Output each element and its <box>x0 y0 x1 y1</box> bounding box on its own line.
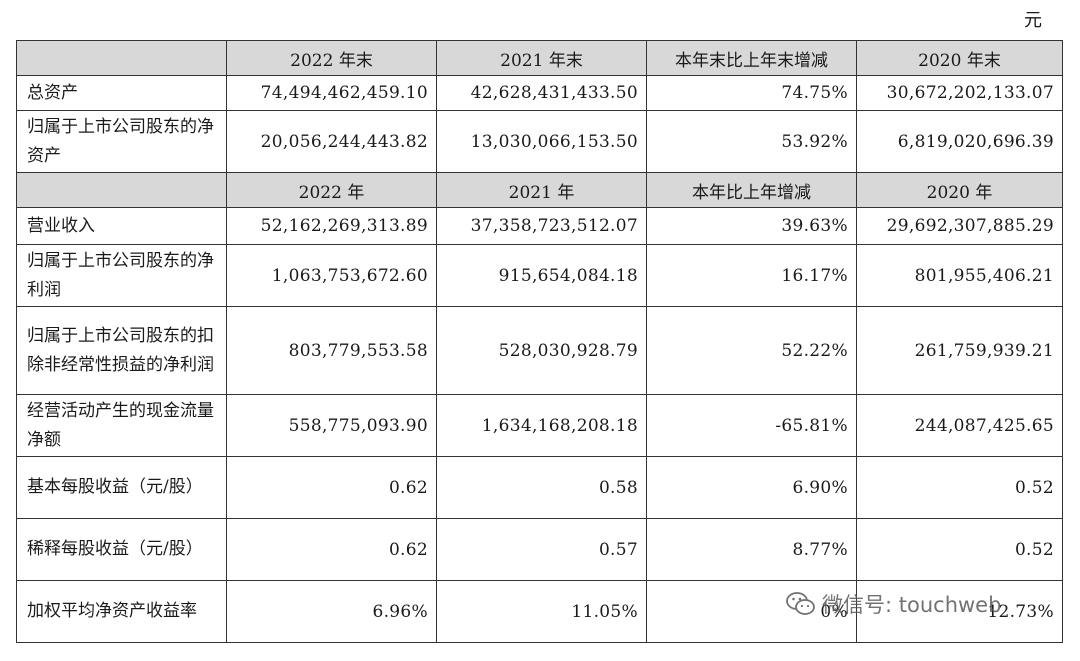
header-cell-2021: 2021 年 <box>436 172 647 208</box>
cell-2022: 20,056,244,443.82 <box>226 110 437 173</box>
cell-2020: 29,692,307,885.29 <box>856 207 1063 245</box>
cell-2021: 37,358,723,512.07 <box>436 207 647 245</box>
table-row-total-assets: 总资产 74,494,462,459.10 42,628,431,433.50 … <box>16 75 1063 111</box>
row-label: 加权平均净资产收益率 <box>16 580 227 643</box>
cell-2022: 1,063,753,672.60 <box>226 244 437 307</box>
table-row-net-profit: 归属于上市公司股东的净利润 1,063,753,672.60 915,654,0… <box>16 244 1063 307</box>
header-cell-2020: 2020 年 <box>856 172 1063 208</box>
cell-2022: 52,162,269,313.89 <box>226 207 437 245</box>
cell-2020: 0.52 <box>856 518 1063 581</box>
table-row-diluted-eps: 稀释每股收益（元/股） 0.62 0.57 8.77% 0.52 <box>16 518 1063 581</box>
cell-change: 39.63% <box>646 207 857 245</box>
cell-2020: 801,955,406.21 <box>856 244 1063 307</box>
cell-2021: 915,654,084.18 <box>436 244 647 307</box>
row-label: 归属于上市公司股东的净资产 <box>16 110 227 173</box>
cell-change: 74.75% <box>646 75 857 111</box>
cell-2020: 0.52 <box>856 456 1063 519</box>
table-row-revenue: 营业收入 52,162,269,313.89 37,358,723,512.07… <box>16 207 1063 245</box>
cell-2021: 13,030,066,153.50 <box>436 110 647 173</box>
row-label: 归属于上市公司股东的净利润 <box>16 244 227 307</box>
row-label: 归属于上市公司股东的扣除非经常性损益的净利润 <box>16 306 227 395</box>
table-row-net-assets: 归属于上市公司股东的净资产 20,056,244,443.82 13,030,0… <box>16 110 1063 173</box>
header-row-year-end: 2022 年末 2021 年末 本年末比上年末增减 2020 年末 <box>16 40 1063 76</box>
cell-2021: 0.58 <box>436 456 647 519</box>
row-label: 经营活动产生的现金流量净额 <box>16 394 227 457</box>
header-cell-2020-end: 2020 年末 <box>856 40 1063 76</box>
cell-2021: 528,030,928.79 <box>436 306 647 395</box>
cell-2020: 6,819,020,696.39 <box>856 110 1063 173</box>
cell-2021: 11.05% <box>436 580 647 643</box>
header-cell-change-end: 本年末比上年末增减 <box>646 40 857 76</box>
table-row-basic-eps: 基本每股收益（元/股） 0.62 0.58 6.90% 0.52 <box>16 456 1063 519</box>
watermark: 微信号: touchweb <box>786 589 1001 619</box>
cell-2020: 30,672,202,133.07 <box>856 75 1063 111</box>
table-row-adjusted-net-profit: 归属于上市公司股东的扣除非经常性损益的净利润 803,779,553.58 52… <box>16 306 1063 395</box>
unit-label: 元 <box>1024 10 1042 31</box>
cell-2022: 0.62 <box>226 518 437 581</box>
cell-2021: 1,634,168,208.18 <box>436 394 647 457</box>
header-cell-2022-end: 2022 年末 <box>226 40 437 76</box>
table-row-operating-cash-flow: 经营活动产生的现金流量净额 558,775,093.90 1,634,168,2… <box>16 394 1063 457</box>
cell-change: 52.22% <box>646 306 857 395</box>
wechat-icon <box>786 592 815 615</box>
cell-change: 53.92% <box>646 110 857 173</box>
cell-2022: 6.96% <box>226 580 437 643</box>
cell-2020: 244,087,425.65 <box>856 394 1063 457</box>
header-cell-blank <box>16 172 227 208</box>
header-cell-change: 本年比上年增减 <box>646 172 857 208</box>
cell-2021: 42,628,431,433.50 <box>436 75 647 111</box>
cell-2022: 803,779,553.58 <box>226 306 437 395</box>
cell-2020: 261,759,939.21 <box>856 306 1063 395</box>
cell-2022: 74,494,462,459.10 <box>226 75 437 111</box>
watermark-text: 微信号: touchweb <box>822 593 1002 617</box>
table-row-roe: 加权平均净资产收益率 6.96% 11.05% 0% 12.73% <box>16 580 1063 643</box>
row-label: 基本每股收益（元/股） <box>16 456 227 519</box>
header-row-year: 2022 年 2021 年 本年比上年增减 2020 年 <box>16 172 1063 208</box>
cell-2022: 558,775,093.90 <box>226 394 437 457</box>
cell-change: -65.81% <box>646 394 857 457</box>
row-label: 稀释每股收益（元/股） <box>16 518 227 581</box>
row-label: 总资产 <box>16 75 227 111</box>
cell-change: 6.90% <box>646 456 857 519</box>
cell-change: 0% <box>646 580 857 643</box>
header-cell-2022: 2022 年 <box>226 172 437 208</box>
header-cell-2021-end: 2021 年末 <box>436 40 647 76</box>
cell-2021: 0.57 <box>436 518 647 581</box>
cell-2020: 12.73% <box>856 580 1063 643</box>
row-label: 营业收入 <box>16 207 227 245</box>
cell-change: 8.77% <box>646 518 857 581</box>
header-cell-blank <box>16 40 227 76</box>
cell-change: 16.17% <box>646 244 857 307</box>
financial-summary-table: 2022 年末 2021 年末 本年末比上年末增减 2020 年末 总资产 74… <box>16 40 1063 643</box>
cell-2022: 0.62 <box>226 456 437 519</box>
